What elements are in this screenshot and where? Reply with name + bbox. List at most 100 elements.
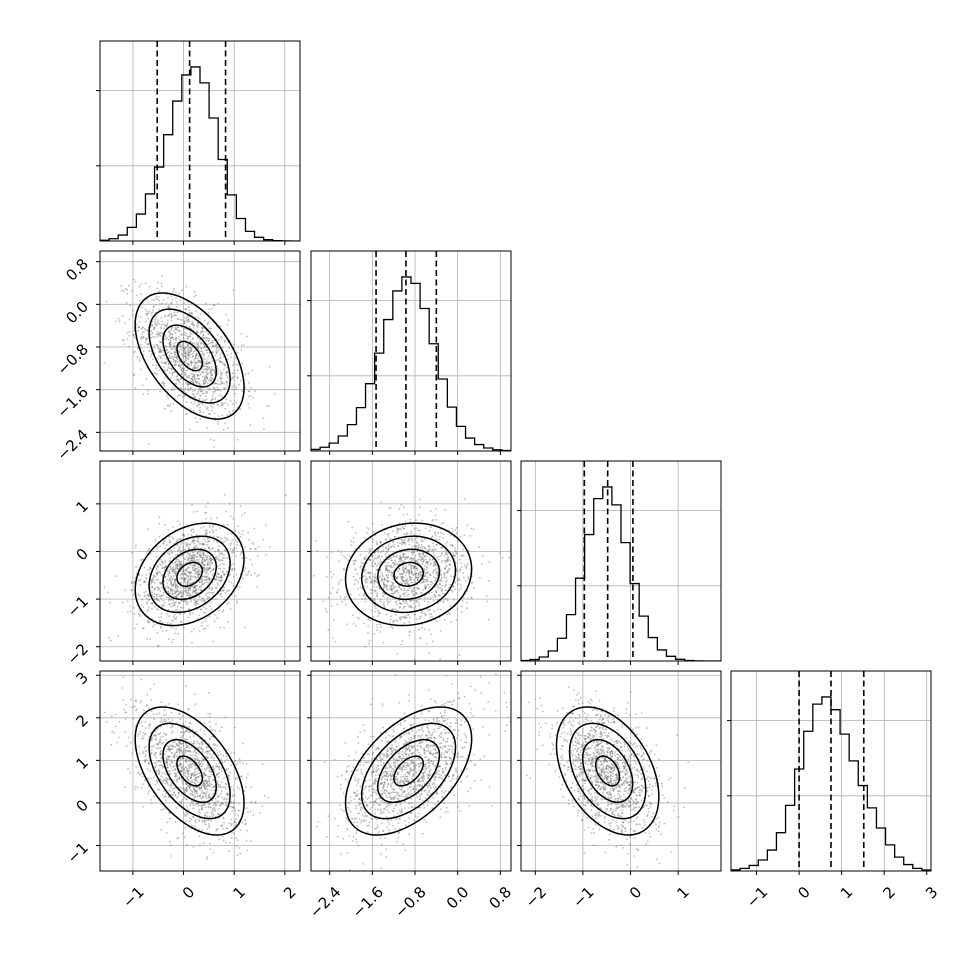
- sample-point: [439, 630, 442, 632]
- sample-point: [456, 569, 458, 571]
- sample-point: [145, 313, 148, 315]
- sample-point: [181, 757, 184, 760]
- sample-point: [188, 566, 191, 569]
- sample-point: [385, 586, 387, 588]
- sample-point: [200, 797, 203, 800]
- sample-point: [428, 549, 430, 552]
- sample-point: [376, 586, 378, 588]
- sample-point: [211, 574, 214, 577]
- sample-point: [208, 540, 210, 543]
- sample-point: [414, 545, 417, 547]
- sample-point: [452, 554, 455, 557]
- sample-point: [202, 542, 204, 545]
- sample-point: [173, 569, 175, 571]
- sample-point: [128, 318, 131, 321]
- sample-point: [158, 599, 161, 602]
- sample-point: [226, 374, 228, 377]
- sample-point: [206, 533, 208, 536]
- sample-point: [377, 554, 379, 557]
- sample-point: [183, 331, 186, 334]
- density-contour-1: [148, 535, 231, 614]
- sample-point: [190, 557, 193, 559]
- sample-point: [444, 561, 447, 564]
- sample-point: [466, 524, 469, 527]
- sample-point: [417, 546, 419, 549]
- sample-point: [480, 562, 483, 565]
- sample-point: [184, 352, 187, 355]
- sample-point: [206, 566, 208, 569]
- sample-point: [206, 791, 209, 793]
- sample-point: [216, 557, 219, 560]
- sample-point: [174, 587, 177, 590]
- sample-point: [210, 376, 213, 379]
- sample-point: [204, 820, 206, 823]
- sample-point: [126, 332, 129, 334]
- sample-point: [420, 559, 422, 562]
- sample-point: [142, 627, 145, 630]
- sample-point: [134, 546, 137, 549]
- sample-point: [212, 640, 214, 643]
- sample-point: [445, 589, 447, 591]
- sample-point: [404, 568, 407, 570]
- sample-point: [211, 591, 214, 594]
- sample-point: [150, 602, 153, 604]
- sample-point: [402, 555, 405, 557]
- sample-point: [410, 581, 412, 584]
- sample-point: [134, 577, 137, 579]
- sample-point: [211, 351, 214, 353]
- sample-point: [365, 555, 368, 557]
- sample-point: [172, 314, 175, 317]
- panel-frame: [310, 460, 512, 662]
- sample-point: [471, 581, 474, 584]
- sample-point: [414, 605, 417, 608]
- sample-point: [236, 854, 239, 857]
- sample-point: [180, 743, 183, 745]
- sample-point: [194, 549, 197, 552]
- sample-point: [180, 538, 183, 540]
- sample-point: [204, 532, 207, 535]
- sample-point: [217, 785, 220, 787]
- sample-point: [372, 540, 374, 543]
- sample-point: [403, 568, 405, 570]
- sample-point: [169, 592, 172, 595]
- sample-point: [263, 428, 265, 431]
- sample-point: [174, 570, 177, 573]
- sample-point: [195, 544, 198, 547]
- sample-point: [180, 746, 183, 749]
- sample-point: [180, 802, 183, 805]
- sample-point: [155, 780, 158, 782]
- sample-point: [136, 347, 139, 350]
- sample-point: [165, 348, 168, 351]
- sample-point: [407, 539, 409, 542]
- sample-point: [191, 557, 193, 560]
- sample-point: [177, 703, 180, 706]
- sample-point: [183, 347, 186, 350]
- sample-point: [387, 574, 390, 576]
- sample-point: [373, 585, 375, 588]
- sample-point: [200, 350, 203, 352]
- sample-point: [249, 395, 252, 397]
- sample-point: [208, 803, 211, 806]
- sample-point: [423, 538, 426, 540]
- sample-point: [386, 567, 388, 569]
- sample-point: [394, 585, 397, 588]
- sample-point: [415, 573, 417, 576]
- sample-point: [167, 758, 170, 761]
- sample-point: [160, 581, 163, 584]
- sample-point: [183, 752, 186, 755]
- sample-point: [145, 314, 148, 317]
- sample-point: [117, 317, 120, 320]
- sample-point: [195, 757, 198, 760]
- sample-point: [196, 591, 199, 594]
- sample-point: [181, 554, 184, 557]
- sample-point: [420, 544, 423, 546]
- sample-point: [189, 347, 192, 349]
- sample-point: [203, 337, 206, 340]
- sample-point: [171, 549, 174, 552]
- sample-point: [409, 575, 412, 578]
- sample-point: [174, 768, 177, 771]
- sample-point: [180, 591, 183, 594]
- sample-point: [170, 575, 172, 577]
- sample-point: [200, 562, 203, 565]
- sample-point: [459, 535, 462, 538]
